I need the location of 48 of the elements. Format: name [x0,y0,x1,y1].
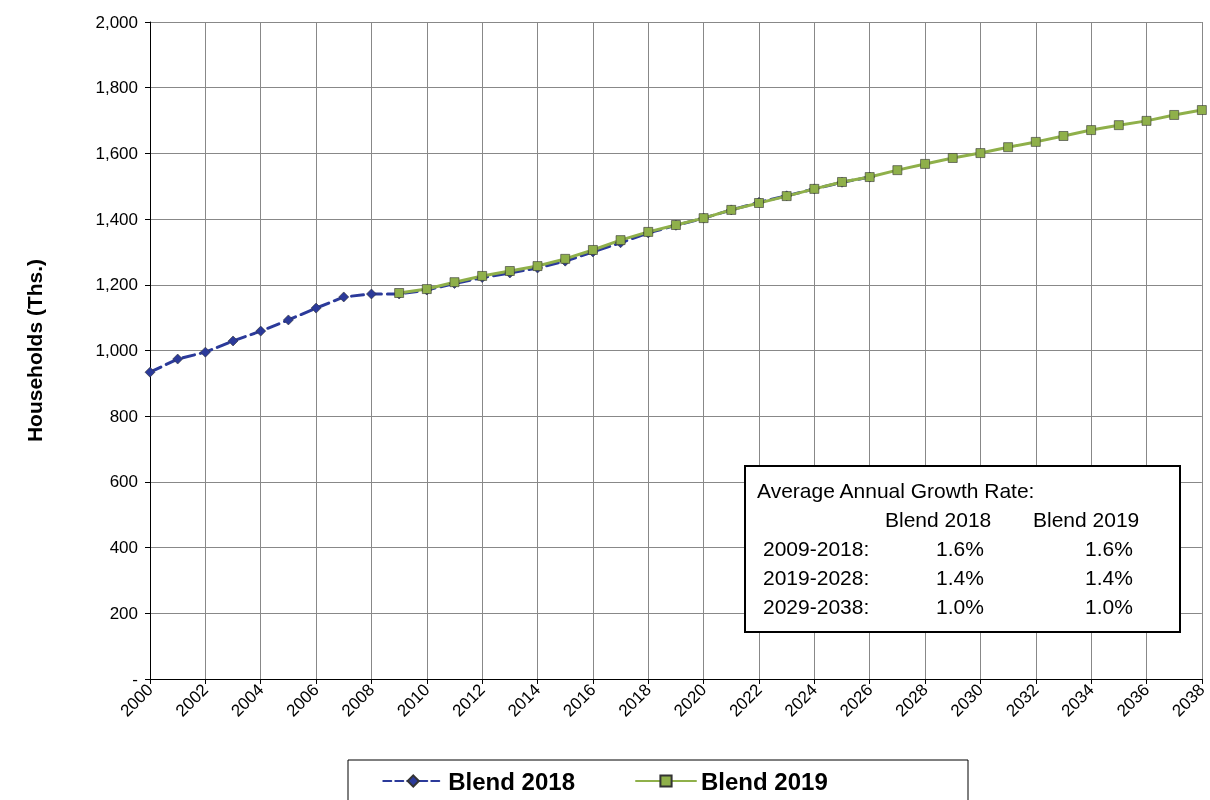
annotation: 2019-2028: [763,566,870,589]
y-tick-label: 1,400 [95,209,138,229]
annotation: Blend 2018 [885,508,992,531]
point [366,288,377,300]
y-tick-label: 600 [109,472,138,492]
y-tick-label: 1,800 [95,78,138,98]
point [1114,120,1124,130]
y-tick-label: 1,600 [95,143,138,163]
point [1030,137,1041,147]
point [310,302,322,314]
annotation: 2009-2018: [763,537,870,560]
point [1058,131,1069,141]
annotation: 1.0% [936,595,984,618]
legend-label: Blend 2018 [448,767,576,795]
annotation: Average Annual Growth Rate: [757,479,1035,502]
y-tick-label: 800 [109,406,138,426]
point [920,159,930,169]
point [1086,125,1096,135]
annotation: 1.4% [936,566,984,589]
point [338,291,350,303]
point [947,153,958,163]
point [1169,110,1179,120]
point [255,325,267,337]
point [1003,142,1013,152]
point [892,165,903,175]
annotation: 1.6% [1085,537,1133,560]
point [227,335,239,347]
y-tick-label: 200 [109,603,138,623]
y-tick-label: 1,200 [95,275,138,295]
y-tick-label: 2,000 [95,12,138,32]
annotation: 1.4% [1085,566,1133,589]
y-tick-label: 1,000 [95,341,138,360]
legend-label: Blend 2019 [701,767,828,795]
point [1141,116,1152,126]
point [975,148,986,158]
y-tick-label: 400 [109,538,138,558]
point [144,366,156,378]
y-tick-label: - [132,669,138,689]
point [200,346,211,358]
y-axis-title: Households (Ths.) [23,258,46,443]
annotation: 1.6% [936,537,984,560]
annotation: Blend 2019 [1033,508,1140,531]
point [172,353,183,365]
annotation: 1.0% [1085,595,1133,618]
annotation: 2029-2038: [763,595,870,618]
point [615,235,626,245]
point [283,314,294,326]
point [1197,105,1207,115]
